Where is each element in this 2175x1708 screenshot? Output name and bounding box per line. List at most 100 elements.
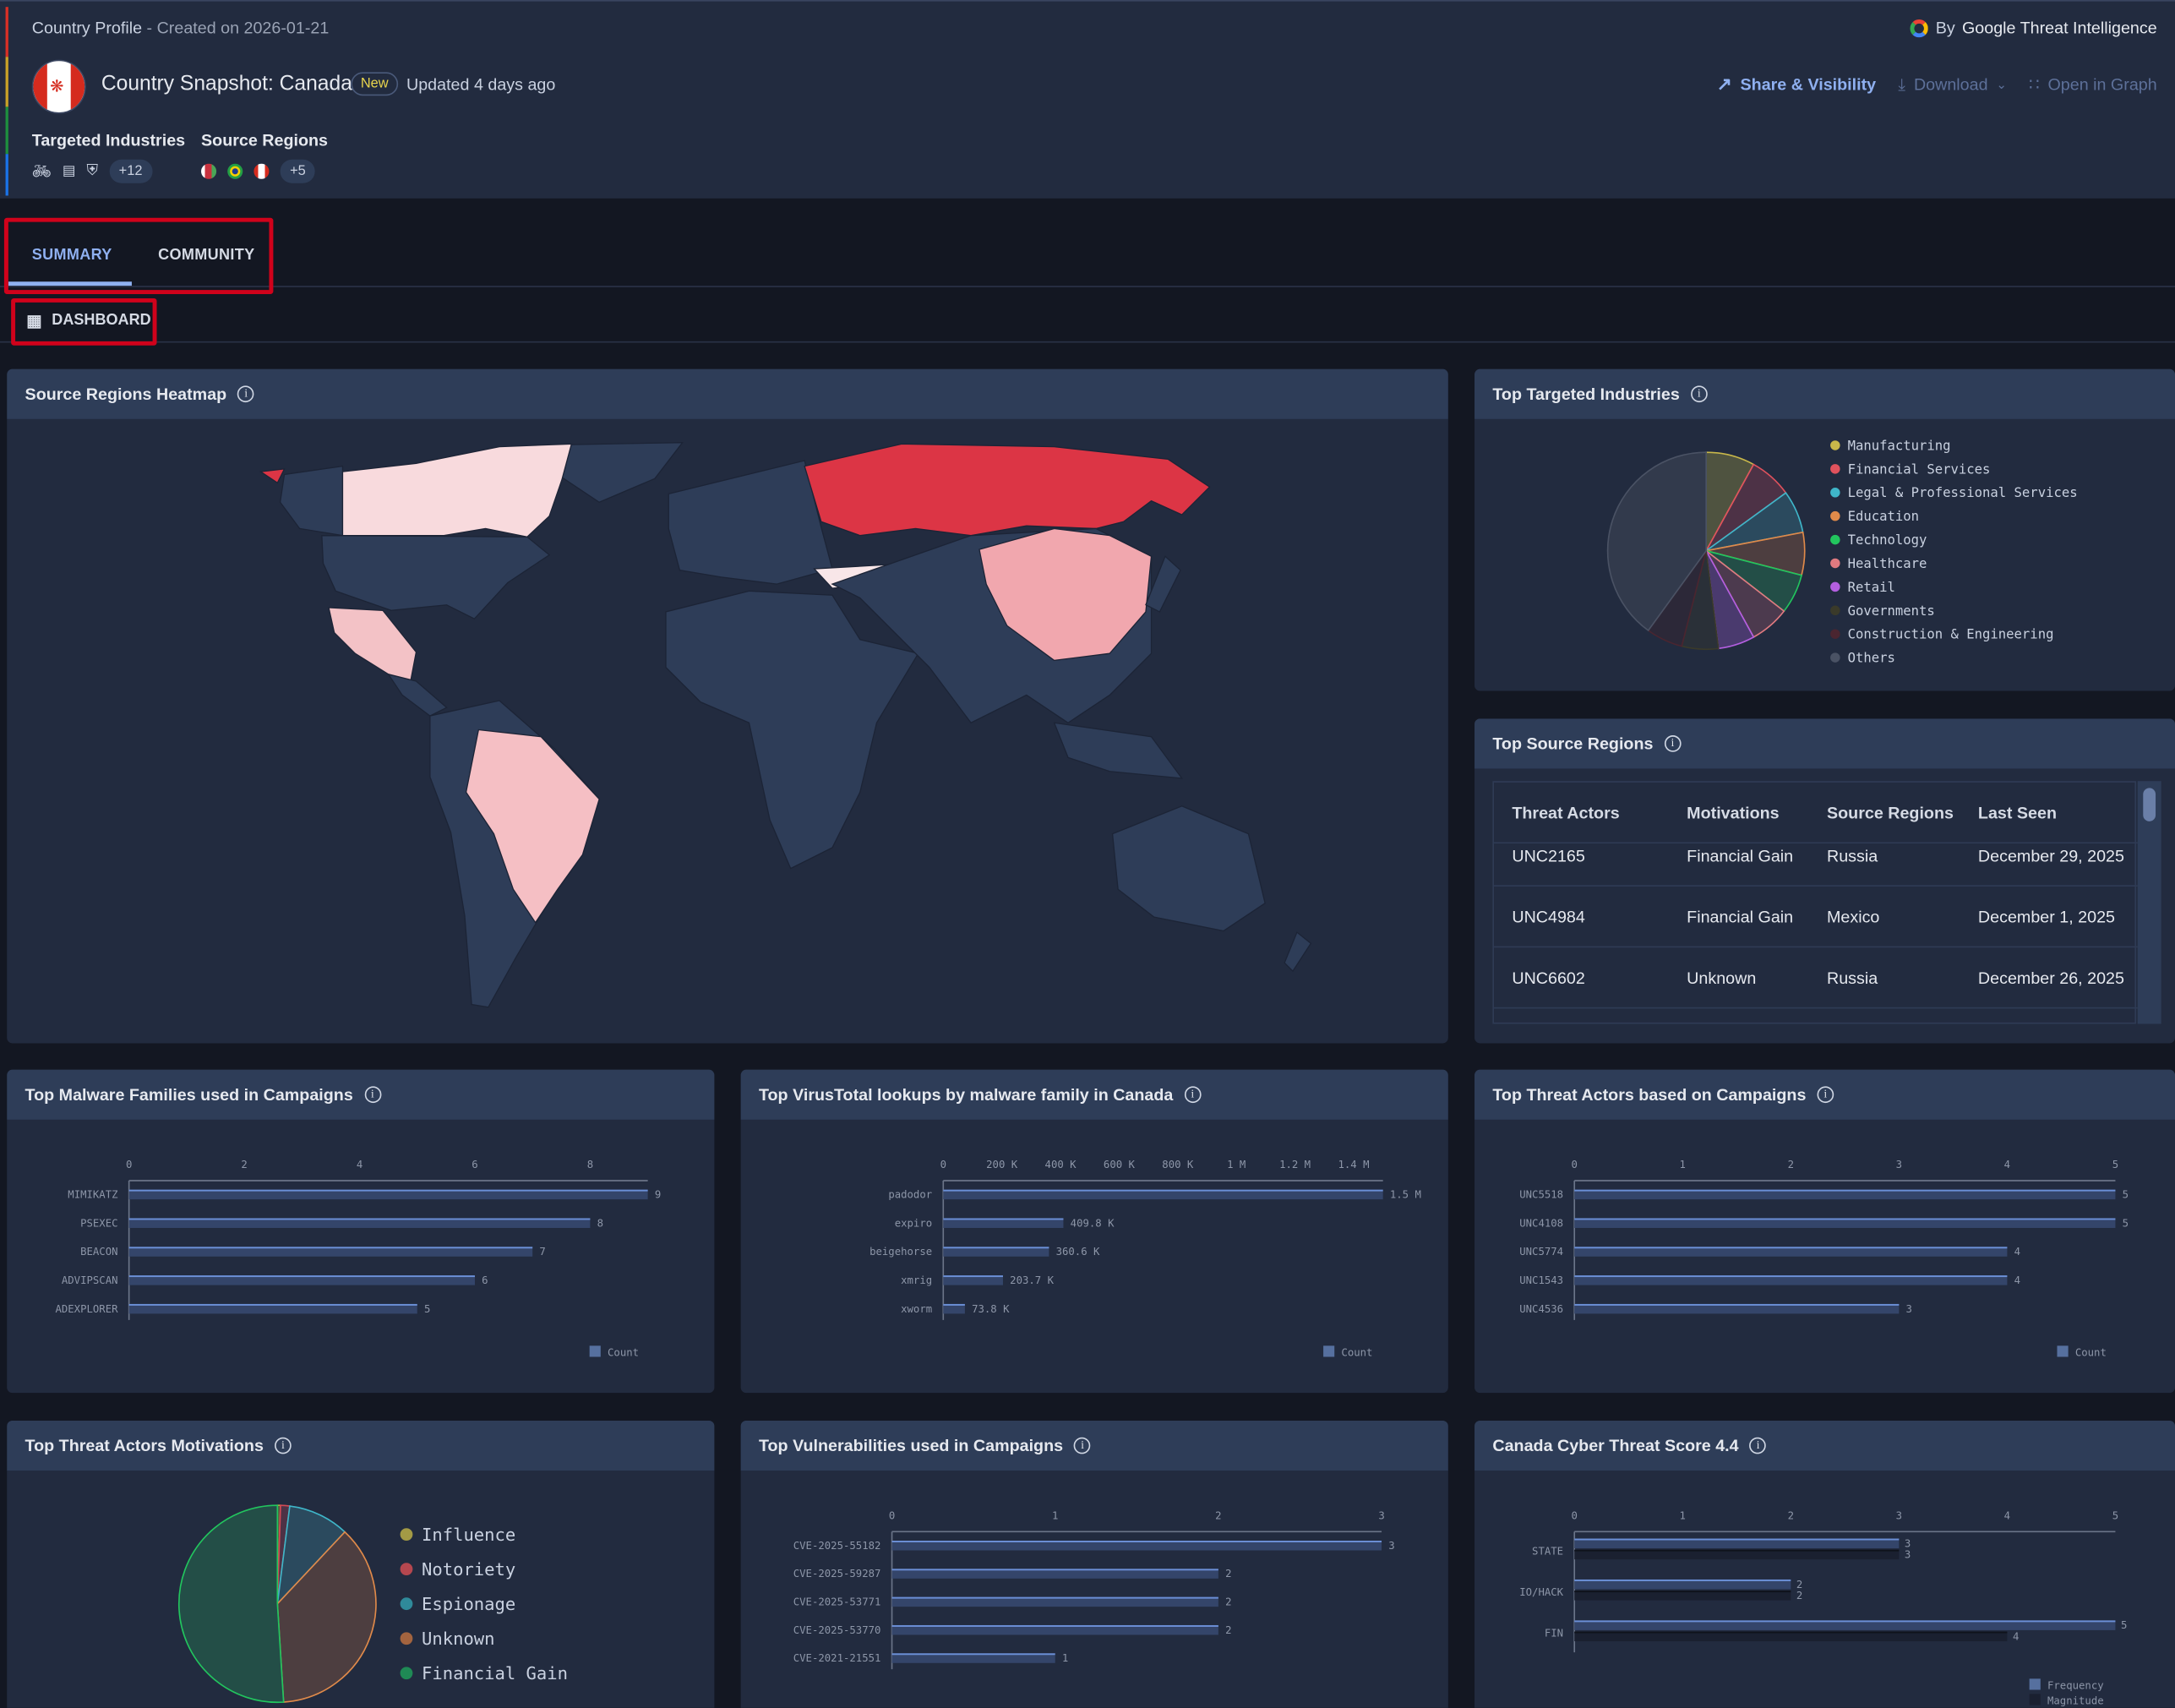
region-southeast-asia[interactable] <box>1053 722 1184 779</box>
bar-frequency[interactable] <box>1574 1579 1791 1590</box>
canada-flag-icon[interactable] <box>253 163 270 179</box>
column-header[interactable]: Motivations <box>1687 803 1780 823</box>
breadcrumb-root[interactable]: Country Profile <box>31 18 143 38</box>
open-in-graph-button[interactable]: ∷ Open in Graph <box>2029 74 2157 95</box>
table-row[interactable]: UNC2165 Financial Gain Russia December 2… <box>1494 826 2138 887</box>
bar[interactable] <box>891 1596 1218 1607</box>
region-europe[interactable] <box>668 460 833 585</box>
bar[interactable] <box>1574 1303 1900 1314</box>
bar[interactable] <box>1574 1218 2116 1228</box>
info-icon[interactable]: i <box>1817 1086 1834 1104</box>
region-mexico[interactable] <box>328 607 417 682</box>
bar[interactable] <box>943 1247 1049 1257</box>
legend-label[interactable]: Influence <box>422 1525 515 1545</box>
column-header[interactable]: Threat Actors <box>1512 803 1620 823</box>
legend-label[interactable]: Manufacturing <box>1848 438 1951 453</box>
dashboard-subtab[interactable]: ▦ DASHBOARD <box>26 311 150 330</box>
region-new-zealand[interactable] <box>1284 931 1312 973</box>
bar[interactable] <box>943 1189 1383 1200</box>
bar-magnitude[interactable] <box>1574 1591 1791 1601</box>
info-icon[interactable]: i <box>363 1086 381 1104</box>
region-africa[interactable] <box>665 590 919 870</box>
scrollbar-thumb[interactable] <box>2143 788 2156 821</box>
bar[interactable] <box>943 1275 1003 1285</box>
legend-label[interactable]: Legal & Professional Services <box>1848 485 2078 500</box>
region-usa[interactable] <box>321 534 551 619</box>
info-icon[interactable]: i <box>1690 385 1708 403</box>
bar[interactable] <box>943 1303 965 1314</box>
bar[interactable] <box>128 1247 533 1257</box>
legend-label[interactable]: Healthcare <box>1848 556 1927 571</box>
bar[interactable] <box>1574 1247 2008 1257</box>
table-row[interactable]: UNC6602 Unknown Russia December 26, 2025 <box>1494 947 2138 1009</box>
bar[interactable] <box>891 1653 1055 1663</box>
column-header[interactable]: Source Regions <box>1826 803 1954 823</box>
legend-label[interactable]: Frequency <box>2047 1680 2104 1692</box>
region-australia[interactable] <box>1111 805 1266 932</box>
bicycle-icon[interactable]: 🚲︎ <box>31 163 52 181</box>
info-icon[interactable]: i <box>1074 1437 1091 1454</box>
legend-label[interactable]: Espionage <box>422 1594 515 1614</box>
tab-community[interactable]: COMMUNITY <box>158 247 255 264</box>
belarus-flag-icon[interactable] <box>201 163 217 179</box>
legend-label[interactable]: Education <box>1848 509 1919 524</box>
info-icon[interactable]: i <box>237 385 255 403</box>
car-icon[interactable]: ▤ <box>62 163 76 179</box>
legend-label[interactable]: Others <box>1848 651 1895 666</box>
info-icon[interactable]: i <box>1664 735 1682 752</box>
region-central-america[interactable] <box>387 673 448 717</box>
download-button[interactable]: ⤓ Download ⌄ <box>1898 74 2006 95</box>
bar[interactable] <box>1574 1275 2008 1285</box>
bar-frequency[interactable] <box>1574 1620 2116 1630</box>
table-scrollbar[interactable] <box>2137 781 2161 1024</box>
bar[interactable] <box>1574 1189 2116 1200</box>
legend-label[interactable]: Unknown <box>422 1629 494 1649</box>
actor-cell[interactable]: UNC2165 <box>1512 846 1585 866</box>
bar[interactable] <box>891 1569 1218 1579</box>
pie-slice[interactable] <box>276 1505 346 1607</box>
bar[interactable] <box>128 1303 417 1314</box>
more-industries-pill[interactable]: +12 <box>109 159 152 183</box>
info-icon[interactable]: i <box>275 1437 292 1454</box>
legend-label[interactable]: Count <box>1341 1347 1372 1359</box>
info-icon[interactable]: i <box>1749 1437 1767 1454</box>
bar[interactable] <box>891 1540 1382 1551</box>
legend-label[interactable]: Financial Services <box>1848 461 1991 477</box>
legend-label[interactable]: Technology <box>1848 532 1927 548</box>
actor-cell[interactable]: UNC4984 <box>1512 907 1585 927</box>
region-china[interactable] <box>978 527 1153 662</box>
region-russia-east-tip[interactable] <box>259 468 286 484</box>
bar[interactable] <box>128 1275 475 1285</box>
actor-cell[interactable]: UNC6602 <box>1512 968 1585 988</box>
legend-label[interactable]: Count <box>2075 1347 2107 1359</box>
pie-slice[interactable] <box>178 1504 285 1704</box>
pie-slice[interactable] <box>1606 451 1707 632</box>
region-russia[interactable] <box>804 443 1211 537</box>
region-brazil[interactable] <box>465 728 600 924</box>
bar[interactable] <box>128 1189 648 1200</box>
legend-label[interactable]: Notoriety <box>422 1559 515 1580</box>
share-visibility-button[interactable]: ↗ Share & Visibility <box>1717 74 1876 95</box>
legend-label[interactable]: Magnitude <box>2047 1695 2104 1707</box>
bar[interactable] <box>128 1218 591 1228</box>
bar[interactable] <box>943 1218 1064 1228</box>
bar-frequency[interactable] <box>1574 1538 1900 1549</box>
pie-slice[interactable] <box>276 1531 377 1703</box>
region-alaska[interactable] <box>279 465 344 537</box>
tab-summary[interactable]: SUMMARY <box>31 247 112 264</box>
legend-label[interactable]: Count <box>608 1347 639 1359</box>
region-japan[interactable] <box>1145 555 1181 613</box>
table-row[interactable]: UNC4984 Financial Gain Mexico December 1… <box>1494 887 2138 948</box>
shield-icon[interactable]: ⛨ <box>86 162 99 179</box>
legend-label[interactable]: Financial Gain <box>422 1663 568 1683</box>
bar-magnitude[interactable] <box>1574 1631 2008 1642</box>
info-icon[interactable]: i <box>1184 1086 1202 1104</box>
bar-magnitude[interactable] <box>1574 1549 1900 1560</box>
more-regions-pill[interactable]: +5 <box>280 159 316 183</box>
region-canada[interactable] <box>341 443 573 538</box>
brazil-flag-icon[interactable] <box>227 163 243 179</box>
legend-label[interactable]: Governments <box>1848 603 1935 619</box>
bar[interactable] <box>891 1624 1218 1635</box>
legend-label[interactable]: Construction & Engineering <box>1848 627 2054 642</box>
legend-label[interactable]: Retail <box>1848 580 1895 595</box>
